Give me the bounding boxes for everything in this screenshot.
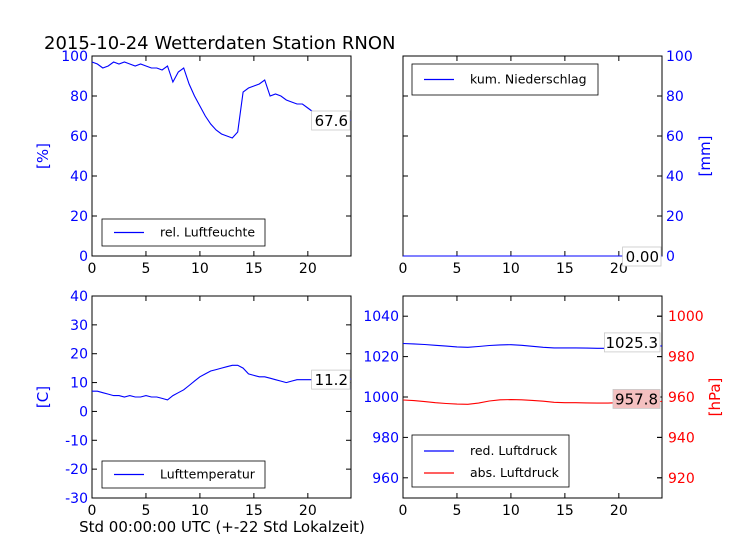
legend-label: red. Luftdruck <box>470 443 558 458</box>
x-tick-label: 0 <box>88 503 97 519</box>
value-badge-box <box>311 369 351 390</box>
value-badge-box <box>622 246 662 267</box>
legend-label: Lufttemperatur <box>160 467 256 482</box>
x-tick-label: 0 <box>399 261 408 277</box>
y-right-tick-label: 1000 <box>668 309 704 325</box>
x-tick-label: 15 <box>245 503 263 519</box>
x-tick-label: 20 <box>299 503 317 519</box>
legend: rel. Luftfeuchte <box>101 218 266 247</box>
y-tick-label: 80 <box>666 89 684 105</box>
legend: red. Luftdruck abs. Luftdruck <box>411 434 570 488</box>
y-tick-label: -20 <box>65 462 88 478</box>
x-tick-label: 5 <box>141 261 150 277</box>
value-badge: 957.8 <box>615 390 658 408</box>
y-axis-label: [C] <box>34 386 52 408</box>
y-tick-label: 100 <box>61 49 88 65</box>
value-badge: 11.2 <box>315 371 348 389</box>
y-tick-label: 960 <box>372 471 399 487</box>
legend-frame <box>411 63 599 96</box>
legend-label: abs. Luftdruck <box>470 465 560 480</box>
value-badge-box <box>612 389 661 409</box>
y-right-tick-label: 960 <box>668 390 695 406</box>
x-tick-label: 10 <box>191 503 209 519</box>
y-right-tick-label: 940 <box>668 430 695 446</box>
plot-frame <box>91 295 352 499</box>
x-tick-label: 0 <box>88 261 97 277</box>
y-axis-label: [mm] <box>696 136 714 177</box>
y-tick-label: 980 <box>372 430 399 446</box>
x-tick-label: 10 <box>502 503 520 519</box>
y-tick-label: 1020 <box>363 350 399 366</box>
x-tick-label: 15 <box>245 261 263 277</box>
y-tick-label: 30 <box>70 318 88 334</box>
y-tick-label: 10 <box>70 376 88 392</box>
y-tick-label: 1000 <box>363 390 399 406</box>
x-tick-label: 10 <box>502 261 520 277</box>
x-tick-label: 20 <box>299 261 317 277</box>
y-tick-label: 0 <box>79 249 88 265</box>
series-line-lufttemperatur <box>92 364 351 401</box>
x-tick-label: 5 <box>141 503 150 519</box>
x-tick-label: 15 <box>556 261 574 277</box>
y-right-tick-label: 980 <box>668 350 695 366</box>
legend-label: rel. Luftfeuchte <box>160 225 255 240</box>
y-tick-label: 20 <box>666 209 684 225</box>
x-tick-label: 20 <box>610 503 628 519</box>
panel-pressure: 0 5 10 15 20 960 980 1000 1020 1040 920 940 960 980 10… <box>363 295 724 519</box>
panel-humidity: 0 5 10 15 20 0 20 40 60 80 100 [%] 67.6 rel. Luftfeuc… <box>34 49 352 277</box>
y-axis-label: [%] <box>34 143 52 169</box>
value-badge-box <box>604 332 661 353</box>
y-tick-label: -30 <box>65 491 88 507</box>
value-badge-box <box>311 110 351 131</box>
legend: kum. Niederschlag <box>411 63 599 96</box>
y-tick-label: 60 <box>70 129 88 145</box>
y-tick-label: 40 <box>666 169 684 185</box>
y-right-tick-label: 920 <box>668 471 695 487</box>
y-tick-label: 0 <box>666 249 675 265</box>
y-tick-label: 20 <box>70 209 88 225</box>
y-tick-label: 80 <box>70 89 88 105</box>
panel-temperature: 0 5 10 15 20 -30 -20 -10 0 10 20 30 40 [C] 11.2 Lufttem… <box>34 289 352 519</box>
plot-frame <box>91 55 352 257</box>
y-right-axis-label: [hPa] <box>706 378 724 417</box>
y-tick-label: 60 <box>666 129 684 145</box>
y-tick-label: 40 <box>70 289 88 305</box>
x-tick-label: 15 <box>556 503 574 519</box>
y-tick-label: 0 <box>79 404 88 420</box>
legend: Lufttemperatur <box>101 460 266 489</box>
y-tick-label: -10 <box>65 433 88 449</box>
y-tick-label: 1040 <box>363 309 399 325</box>
legend-label: kum. Niederschlag <box>470 72 587 87</box>
x-tick-label: 5 <box>452 503 461 519</box>
legend-frame <box>101 218 266 247</box>
y-tick-label: 20 <box>70 347 88 363</box>
x-tick-label: 0 <box>399 503 408 519</box>
value-badge: 0.00 <box>626 248 659 266</box>
legend-frame <box>411 434 570 488</box>
x-tick-label: 10 <box>191 261 209 277</box>
series-line-rel-luftfeuchte <box>91 61 352 139</box>
x-tick-label: 5 <box>452 261 461 277</box>
chart-title: 2015-10-24 Wetterdaten Station RNON <box>44 33 395 54</box>
value-badge: 67.6 <box>315 112 348 130</box>
y-tick-label: 40 <box>70 169 88 185</box>
x-axis-label: Std 00:00:00 UTC (+-22 Std Lokalzeit) <box>79 518 365 536</box>
y-tick-label: 100 <box>666 49 693 65</box>
value-badge: 1025.3 <box>606 334 659 352</box>
